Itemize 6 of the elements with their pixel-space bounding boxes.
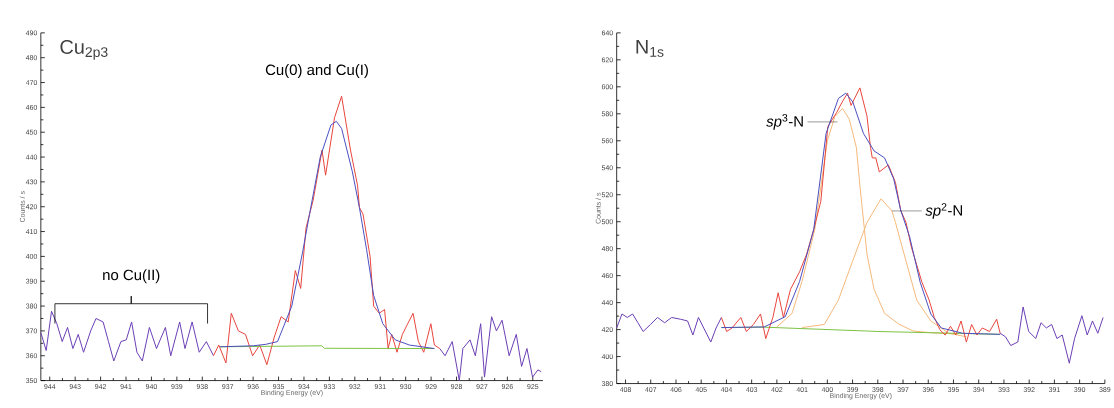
annotation: Cu$_{2p3}$ <box>60 39 108 60</box>
annotation: Cu(0) and Cu(I) <box>265 63 368 78</box>
annotation: sp$^{2}$-N <box>925 202 962 219</box>
annotation: N$_{1s}$ <box>636 39 664 57</box>
annotation: sp$^{3}$-N <box>766 113 803 130</box>
annotation: no Cu(II) <box>103 269 160 283</box>
